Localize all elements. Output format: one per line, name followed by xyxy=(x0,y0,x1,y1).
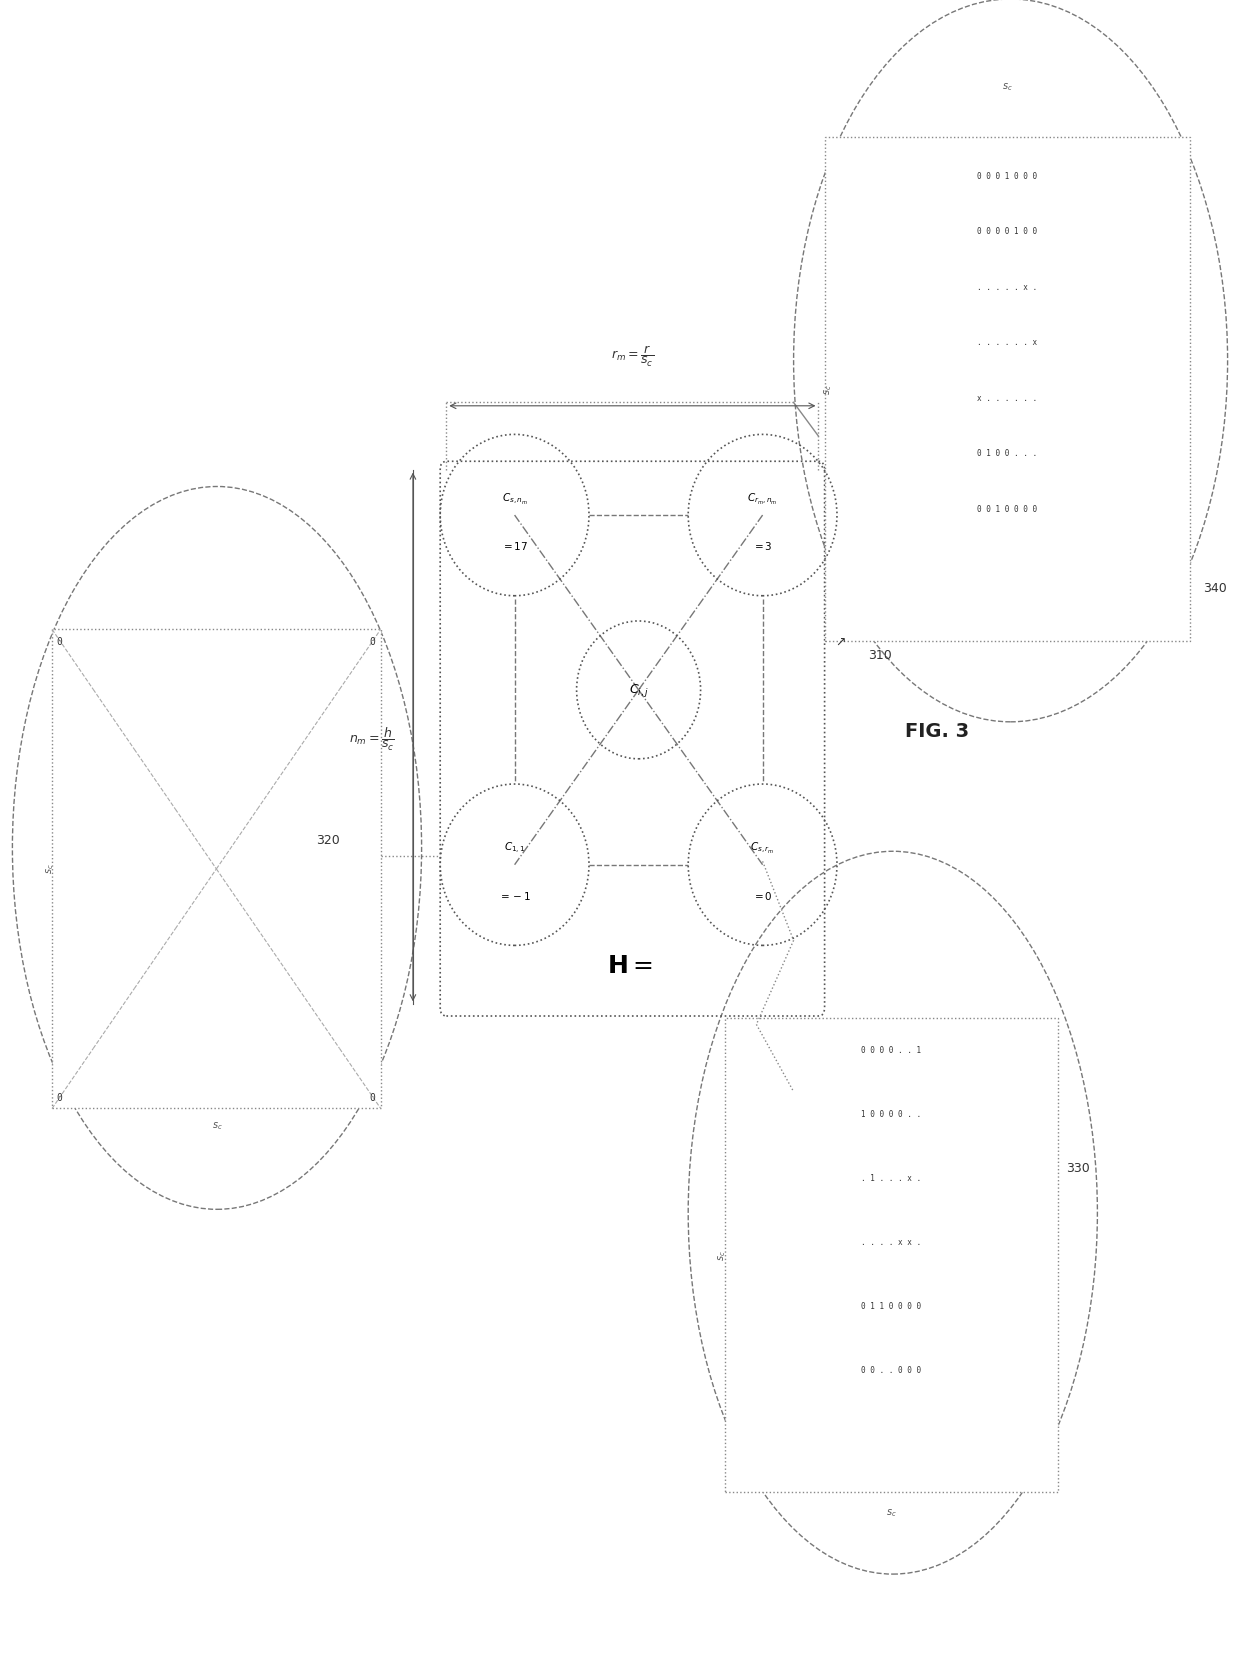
Text: $C_{i,j}$: $C_{i,j}$ xyxy=(629,682,649,699)
Text: $r_m = \dfrac{r}{s_c}$: $r_m = \dfrac{r}{s_c}$ xyxy=(611,344,653,368)
Text: $=17$: $=17$ xyxy=(501,539,528,553)
Text: 0: 0 xyxy=(57,1092,62,1102)
Text: $=-1$: $=-1$ xyxy=(498,889,531,902)
Text: 1 0 0 0 0 . .: 1 0 0 0 0 . . xyxy=(862,1109,921,1119)
Text: . . . . . . x: . . . . . . x xyxy=(977,338,1037,348)
Text: 0 1 0 0 . . .: 0 1 0 0 . . . xyxy=(977,449,1037,459)
Text: $=0$: $=0$ xyxy=(753,889,773,902)
Text: 310: 310 xyxy=(868,648,892,662)
Text: 0 0 0 0 . . 1: 0 0 0 0 . . 1 xyxy=(862,1045,921,1055)
Text: 0: 0 xyxy=(370,1092,374,1102)
Text: $\nearrow$: $\nearrow$ xyxy=(833,635,847,648)
Text: $n_m = \dfrac{h}{s_c}$: $n_m = \dfrac{h}{s_c}$ xyxy=(350,726,394,753)
Text: $=3$: $=3$ xyxy=(753,539,773,553)
Bar xyxy=(725,1018,1058,1492)
Text: x . . . . . .: x . . . . . . xyxy=(977,393,1037,403)
Text: 0 0 0 1 0 0 0: 0 0 0 1 0 0 0 xyxy=(977,171,1037,181)
Text: 0 0 0 0 1 0 0: 0 0 0 0 1 0 0 xyxy=(977,227,1037,237)
Text: . . . . . x .: . . . . . x . xyxy=(977,282,1037,292)
Text: $s_c$: $s_c$ xyxy=(715,1250,728,1260)
Text: $C_{r_m,n_m}$: $C_{r_m,n_m}$ xyxy=(748,492,777,506)
Bar xyxy=(52,630,381,1109)
Text: 340: 340 xyxy=(1203,581,1226,595)
Text: $s_c$: $s_c$ xyxy=(822,385,835,395)
Text: $C_{s,r_m}$: $C_{s,r_m}$ xyxy=(750,842,775,855)
Text: $C_{1,1}$: $C_{1,1}$ xyxy=(503,842,526,855)
Text: $s_c$: $s_c$ xyxy=(212,1119,222,1132)
Text: $s_c$: $s_c$ xyxy=(1002,81,1012,94)
Text: 330: 330 xyxy=(1066,1161,1090,1174)
Text: $s_c$: $s_c$ xyxy=(43,864,56,874)
Text: 0 0 . . 0 0 0: 0 0 . . 0 0 0 xyxy=(862,1364,921,1374)
Text: $\mathbf{H} =$: $\mathbf{H} =$ xyxy=(606,954,653,978)
Bar xyxy=(825,138,1190,642)
Text: 320: 320 xyxy=(316,833,340,847)
Text: FIG. 3: FIG. 3 xyxy=(905,721,970,741)
Text: . . . . x x .: . . . . x x . xyxy=(862,1236,921,1247)
Text: $s_c$: $s_c$ xyxy=(887,1505,897,1519)
Text: $C_{s,n_m}$: $C_{s,n_m}$ xyxy=(502,492,527,506)
Text: 0: 0 xyxy=(370,637,374,647)
Text: 0 1 1 0 0 0 0: 0 1 1 0 0 0 0 xyxy=(862,1300,921,1310)
Text: . 1 . . . x .: . 1 . . . x . xyxy=(862,1173,921,1183)
Text: 0 0 1 0 0 0 0: 0 0 1 0 0 0 0 xyxy=(977,504,1037,514)
Text: 0: 0 xyxy=(57,637,62,647)
